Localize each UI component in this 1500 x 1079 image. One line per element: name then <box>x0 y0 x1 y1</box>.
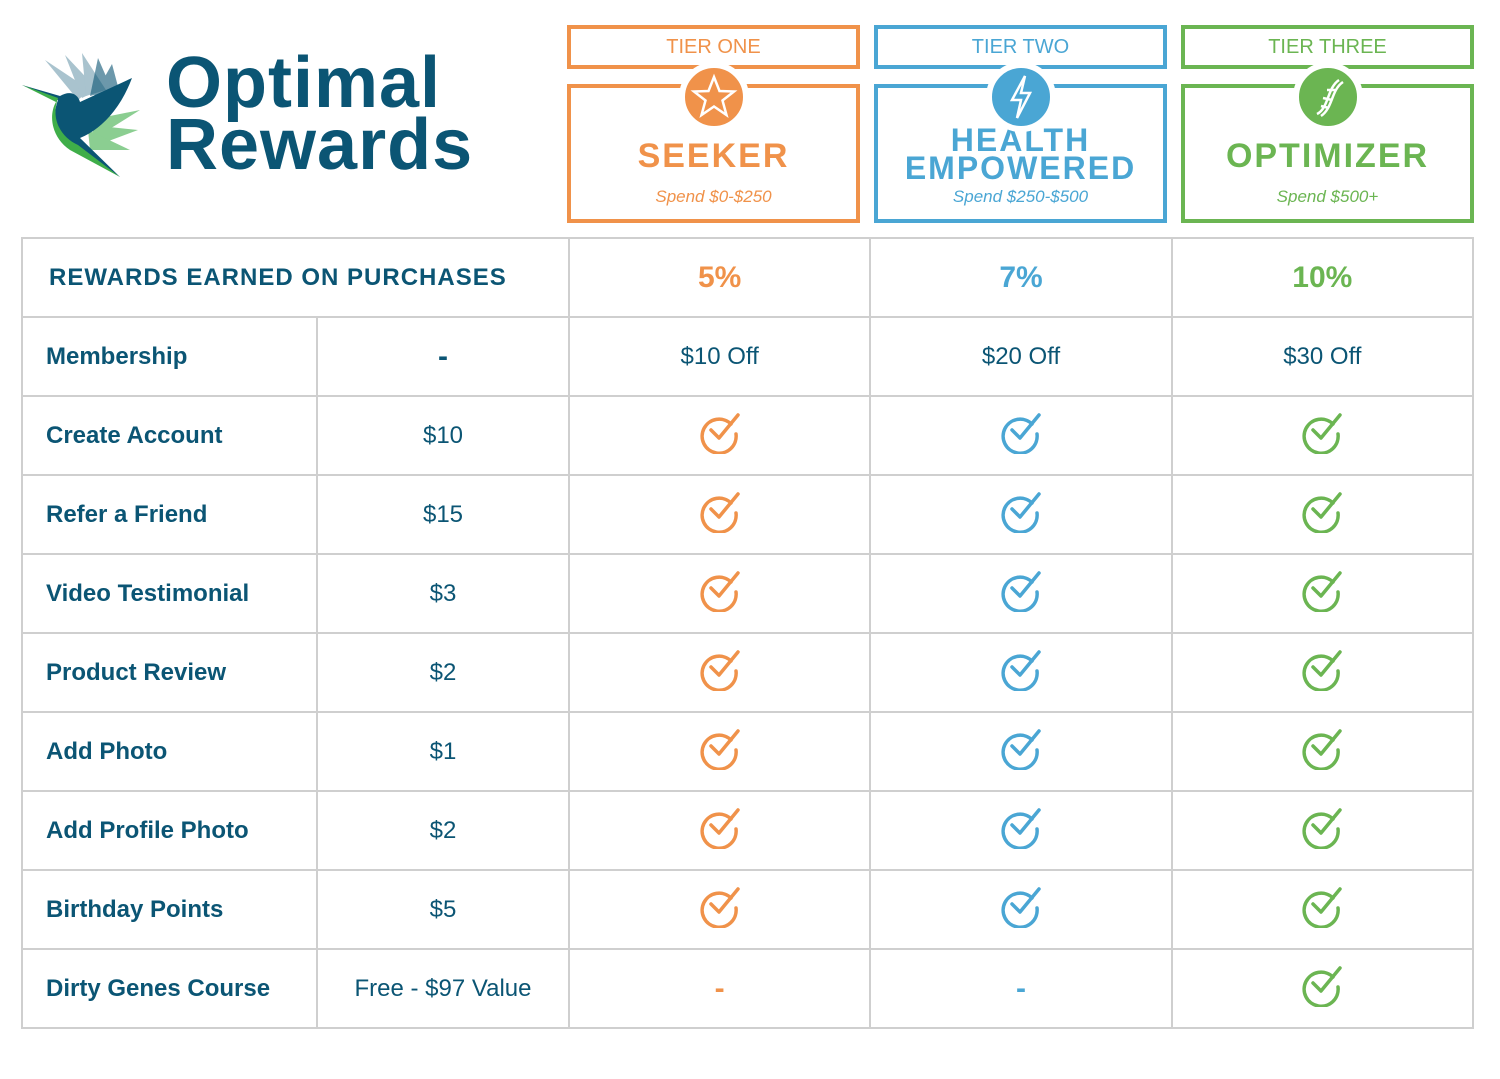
check-circle-icon <box>1302 808 1343 850</box>
check-circle-icon <box>1302 650 1343 692</box>
check-cell <box>567 395 872 476</box>
check-cell <box>869 711 1173 792</box>
tier-box: HEALTH EMPOWERED Spend $250-$500 <box>874 84 1167 223</box>
membership-tier-three: $30 Off <box>1170 316 1475 397</box>
table-row: Add Photo $1 <box>21 711 1475 792</box>
row-value: $3 <box>316 553 570 634</box>
check-cell <box>1170 869 1475 950</box>
table-row: Birthday Points $5 <box>21 869 1475 950</box>
table-row: Video Testimonial $3 <box>21 553 1475 634</box>
dna-icon <box>1292 62 1363 132</box>
membership-tier-one: $10 Off <box>567 316 872 397</box>
check-circle-icon <box>700 650 740 692</box>
tier-name: HEALTH EMPOWERED <box>904 122 1137 186</box>
check-circle-icon <box>1001 413 1041 455</box>
check-circle-icon <box>1302 413 1343 455</box>
check-cell <box>567 474 872 555</box>
check-circle-icon <box>1302 887 1343 929</box>
check-circle-icon <box>700 492 740 534</box>
check-circle-icon <box>700 571 740 613</box>
check-cell <box>869 869 1173 950</box>
check-circle-icon <box>1302 966 1343 1008</box>
check-cell <box>869 395 1173 476</box>
tier-name: OPTIMIZER <box>1225 137 1430 175</box>
check-cell <box>1170 474 1475 555</box>
check-circle-icon <box>1001 887 1041 929</box>
check-circle-icon <box>1302 571 1343 613</box>
check-circle-icon <box>700 729 740 771</box>
table-header-row: REWARDS EARNED ON PURCHASES 5% 7% 10% <box>21 237 1475 318</box>
tier-one-rate: 5% <box>567 237 872 318</box>
check-cell <box>1170 553 1475 634</box>
check-circle-icon <box>1302 492 1343 534</box>
check-cell <box>869 553 1173 634</box>
check-cell <box>869 474 1173 555</box>
row-value: $1 <box>316 711 570 792</box>
hummingbird-icon <box>22 53 140 177</box>
row-label: Membership <box>21 316 318 397</box>
table-row-membership: Membership - $10 Off $20 Off $30 Off <box>21 316 1475 397</box>
tier-name: SEEKER <box>637 137 790 175</box>
check-cell <box>869 790 1173 871</box>
check-cell <box>567 790 872 871</box>
star-icon <box>678 62 749 132</box>
check-circle-icon <box>1302 729 1343 771</box>
table-row: Add Profile Photo $2 <box>21 790 1475 871</box>
row-value: $15 <box>316 474 570 555</box>
tier-card-2: TIER TWO HEALTH EMPOWERED Spend $250-$50… <box>874 25 1167 223</box>
row-label: Add Photo <box>21 711 318 792</box>
check-cell <box>1170 711 1475 792</box>
logo-text: Optimal Rewards <box>166 43 474 185</box>
check-circle-icon <box>1001 808 1041 850</box>
tier-spend: Spend $0-$250 <box>655 187 772 206</box>
tier-two-rate: 7% <box>869 237 1173 318</box>
check-cell <box>1170 395 1475 476</box>
check-cell <box>567 553 872 634</box>
check-circle-icon <box>700 887 740 929</box>
tier-spend: Spend $500+ <box>1276 187 1379 206</box>
row-label: Create Account <box>21 395 318 476</box>
row-label: Refer a Friend <box>21 474 318 555</box>
row-value: - <box>316 316 570 397</box>
rewards-table: REWARDS EARNED ON PURCHASES 5% 7% 10% Me… <box>21 237 1475 1029</box>
check-circle-icon <box>1001 729 1041 771</box>
check-circle-icon <box>700 808 740 850</box>
row-label: Dirty Genes Course <box>21 948 318 1029</box>
row-value: $10 <box>316 395 570 476</box>
tier-card-1: TIER ONE SEEKER Spend $0-$250 <box>567 25 860 223</box>
row-value: Free - $97 Value <box>316 948 570 1029</box>
check-cell <box>869 632 1173 713</box>
check-cell <box>1170 948 1475 1029</box>
tier-spend: Spend $250-$500 <box>952 187 1089 206</box>
row-label: Birthday Points <box>21 869 318 950</box>
check-circle-icon <box>700 413 740 455</box>
check-cell <box>567 711 872 792</box>
check-cell <box>567 869 872 950</box>
check-cell <box>1170 790 1475 871</box>
row-value: $5 <box>316 869 570 950</box>
check-circle-icon <box>1001 492 1041 534</box>
logo: Optimal Rewards <box>20 43 500 190</box>
unavailable-dash: - <box>869 948 1173 1029</box>
lightning-icon <box>985 62 1056 132</box>
unavailable-dash: - <box>567 948 872 1029</box>
check-cell <box>567 632 872 713</box>
membership-tier-two: $20 Off <box>869 316 1173 397</box>
row-label: Video Testimonial <box>21 553 318 634</box>
header-label: REWARDS EARNED ON PURCHASES <box>21 237 570 318</box>
row-label: Add Profile Photo <box>21 790 318 871</box>
table-row: Refer a Friend $15 <box>21 474 1475 555</box>
table-row: Dirty Genes Course Free - $97 Value - - <box>21 948 1475 1029</box>
row-value: $2 <box>316 790 570 871</box>
tier-three-rate: 10% <box>1170 237 1475 318</box>
check-cell <box>1170 632 1475 713</box>
row-value: $2 <box>316 632 570 713</box>
table-row: Create Account $10 <box>21 395 1475 476</box>
table-row: Product Review $2 <box>21 632 1475 713</box>
check-circle-icon <box>1001 571 1041 613</box>
tier-card-3: TIER THREE OPTIMIZER Spend $500+ <box>1181 25 1474 223</box>
row-label: Product Review <box>21 632 318 713</box>
check-circle-icon <box>1001 650 1041 692</box>
